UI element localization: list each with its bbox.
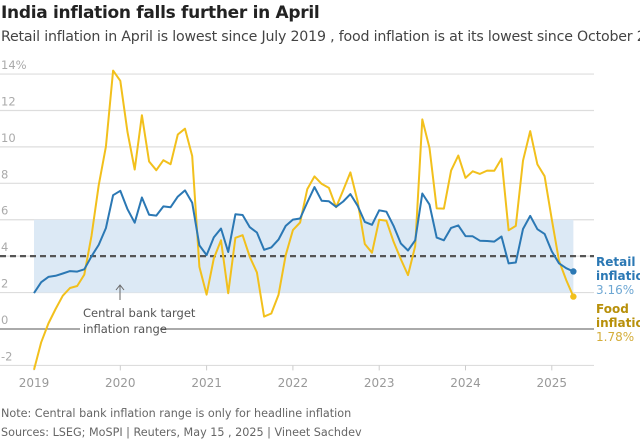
y-tick-label: 14%	[1, 58, 27, 72]
food-end-point	[570, 293, 577, 300]
food-label: Food	[596, 302, 629, 316]
y-tick-label: 2	[1, 277, 8, 291]
y-tick-label: 0	[1, 313, 8, 327]
band-label-line2: inflation range	[83, 322, 167, 336]
retail-end-value: 3.16%	[596, 283, 634, 297]
retail-end-point	[570, 268, 577, 275]
x-tick-label: 2022	[278, 376, 309, 390]
food-label: inflation	[596, 316, 640, 330]
y-tick-label: 12	[1, 94, 16, 108]
y-tick-label: 8	[1, 167, 8, 181]
x-tick-label: 2019	[19, 376, 50, 390]
band-label-line1: Central bank target	[83, 306, 196, 320]
retail-inflation-line	[33, 186, 574, 294]
chart-subtitle: Retail inflation in April is lowest sinc…	[1, 29, 640, 45]
food-inflation-line	[33, 69, 575, 371]
y-tick-label: 4	[1, 240, 8, 254]
chart-title: India inflation falls further in April	[1, 3, 320, 23]
source-line: Sources: LSEG; MoSPI | Reuters, May 15 ,…	[1, 426, 362, 439]
y-tick-label: 6	[1, 204, 8, 218]
retail-label: Retail	[596, 255, 635, 269]
food-end-value: 1.78%	[596, 330, 634, 344]
x-tick-label: 2024	[450, 376, 481, 390]
x-tick-label: 2023	[364, 376, 395, 390]
x-tick-label: 2025	[537, 376, 568, 390]
x-tick-label: 2021	[191, 376, 222, 390]
x-tick-label: 2020	[105, 376, 136, 390]
retail-label: inflation	[596, 269, 640, 283]
footnote: Note: Central bank inflation range is on…	[1, 407, 352, 420]
y-tick-label: -2	[1, 349, 12, 363]
y-tick-label: 10	[1, 131, 16, 145]
arrow-up-icon	[115, 284, 125, 300]
